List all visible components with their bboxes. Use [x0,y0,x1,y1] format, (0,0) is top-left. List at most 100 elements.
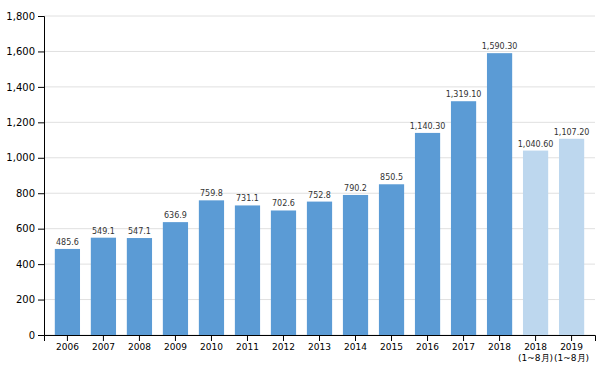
x-tick-label-line: 2013 [308,342,331,352]
data-label: 759.8 [200,189,223,198]
y-tick: 1,800 [6,11,44,22]
bar [55,249,80,335]
y-tick-mark [38,51,44,52]
x-tick-label: 2016 [416,342,439,352]
data-label: 752.8 [308,191,331,200]
y-tick: 1,400 [6,82,44,93]
x-tick-mark [139,335,140,341]
x-tick-label-line: 2014 [344,342,367,352]
data-label: 636.9 [164,211,187,220]
grid-line [44,122,595,123]
x-tick-label: 2011 [236,342,259,352]
x-tick-label: 2015 [380,342,403,352]
bar [163,222,188,335]
x-tick-mark [175,335,176,341]
x-tick-label-line: 2007 [92,342,115,352]
x-tick: 2007 [92,335,115,352]
bar [343,195,368,335]
bar [559,139,584,335]
x-tick-label-line: 2017 [452,342,475,352]
x-tick-label: 2017 [452,342,475,352]
grid-line [44,86,595,87]
data-label: 731.1 [236,194,259,203]
x-tick-label: 2009 [164,342,187,352]
y-axis: 0 200 400 600 800 1,000 1,200 1,400 1,600 1,800 [6,11,44,341]
x-tick: 2015 [380,335,403,352]
y-tick-label: 1,800 [6,11,35,22]
x-tick-label: 2012 [272,342,295,352]
y-axis-line [38,17,45,336]
y-tick-label: 200 [16,294,35,305]
x-tick-label-line: (1~8月) [554,353,589,363]
y-tick: 200 [16,294,44,305]
x-tick-mark [247,335,248,341]
x-tick-mark [391,335,392,341]
y-tick: 1,600 [6,46,44,57]
x-tick-label: 2006 [56,342,79,352]
bars [55,53,584,335]
x-tick-label-line: 2011 [236,342,259,352]
y-tick: 400 [16,259,44,270]
data-label: 1,319.10 [446,90,482,99]
x-tick: 2019(1~8月) [554,335,589,363]
chart: 0 200 400 600 800 1,000 1,200 1,400 1,600 1,800 20… [0,0,603,377]
bar [487,53,512,335]
x-tick: 2018(1~8月) [518,335,553,363]
bar [199,200,224,335]
data-label: 547.1 [128,227,151,236]
grid-line [44,16,595,17]
x-tick-label-line: 2015 [380,342,403,352]
x-tick-label-line: 2012 [272,342,295,352]
x-tick-label: 2007 [92,342,115,352]
grid [44,16,595,335]
y-tick-label: 600 [16,223,35,234]
data-label: 1,040.60 [518,140,554,149]
x-tick-mark [535,335,536,341]
x-tick-label: 2010 [200,342,223,352]
y-tick-label: 1,200 [6,117,35,128]
x-tick-mark [211,335,212,341]
bar [523,151,548,335]
data-label: 549.1 [92,227,115,236]
y-tick-mark [38,335,44,336]
x-tick-label-line: 2008 [128,342,151,352]
y-tick-mark [38,300,44,301]
x-tick: 2012 [272,335,295,352]
x-tick: 2010 [200,335,223,352]
x-tick-mark [67,335,68,341]
x-tick-label-line: 2016 [416,342,439,352]
data-label: 850.5 [380,173,403,182]
y-tick-label: 0 [29,330,35,341]
bar [451,101,476,335]
x-tick: 2018 [488,335,511,352]
grid-line [44,157,595,158]
x-tick: 2013 [308,335,331,352]
y-tick-mark [38,16,44,17]
y-tick: 1,200 [6,117,44,128]
x-tick-label: 2018 [488,342,511,352]
x-tick-label-line: 2019 [560,342,583,352]
y-tick: 1,000 [6,152,44,163]
x-tick-mark [319,335,320,341]
data-label: 485.6 [56,238,79,247]
y-tick: 0 [29,330,44,341]
x-tick-label-line: (1~8月) [518,353,553,363]
y-tick-label: 800 [16,188,35,199]
data-label: 1,140.30 [410,122,446,131]
y-tick-label: 1,400 [6,82,35,93]
x-axis-line [45,336,596,342]
x-tick-mark [103,335,104,341]
y-tick-mark [38,87,44,88]
data-label: 702.6 [272,199,295,208]
x-tick-mark [499,335,500,341]
x-tick: 2017 [452,335,475,352]
x-tick-mark [427,335,428,341]
y-tick-label: 1,000 [6,152,35,163]
y-tick-label: 400 [16,259,35,270]
bar [379,184,404,335]
x-tick: 2014 [344,335,367,352]
bar [307,202,332,335]
x-tick: 2016 [416,335,439,352]
y-tick-mark [38,264,44,265]
bar [415,133,440,335]
